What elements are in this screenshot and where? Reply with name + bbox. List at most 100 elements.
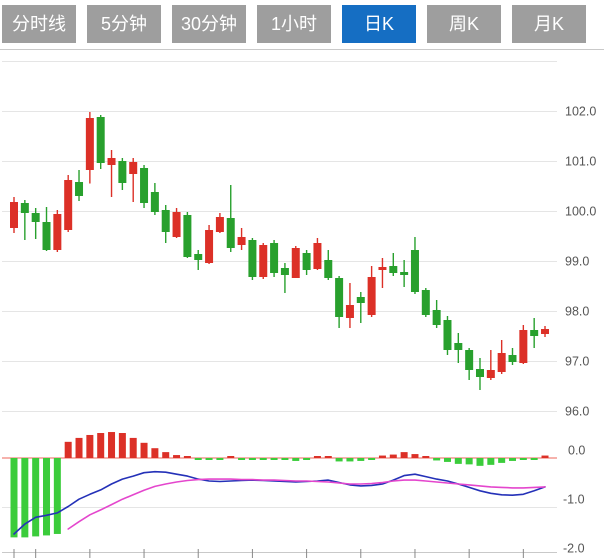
macd-bar	[281, 458, 289, 460]
macd-bar	[162, 452, 170, 458]
candle-body	[118, 161, 127, 183]
macd-bar	[519, 458, 527, 460]
candle-body	[465, 350, 474, 370]
macd-bar	[118, 433, 126, 458]
macd-bar	[422, 456, 430, 458]
macd-bar	[389, 454, 397, 458]
candle-body	[497, 353, 506, 372]
candle-body	[259, 245, 268, 277]
macd-bar	[270, 458, 278, 460]
candle-body	[400, 272, 409, 275]
macd-bar	[313, 456, 321, 458]
macd-bar	[53, 458, 61, 534]
macd-label: 0.0	[568, 444, 585, 458]
macd-bar	[292, 458, 300, 461]
macd-bar	[75, 437, 83, 458]
candle-body	[96, 117, 105, 163]
price-label: 97.0	[565, 355, 589, 369]
candle-body	[85, 118, 94, 170]
candle-body	[530, 330, 539, 336]
candle-body	[475, 369, 484, 377]
candle-body	[10, 202, 18, 228]
macd-bar	[454, 458, 462, 464]
macd-bar	[487, 458, 495, 465]
candle-body	[20, 203, 29, 213]
candle-body	[519, 330, 528, 363]
candle-body	[421, 290, 430, 315]
macd-bar	[368, 458, 376, 460]
macd-histogram	[10, 432, 549, 538]
dea-line	[67, 478, 546, 530]
candle-body	[183, 215, 192, 257]
macd-bar	[465, 458, 473, 465]
date-ticks	[13, 549, 524, 558]
macd-bar	[97, 433, 105, 458]
candle-body	[378, 267, 387, 270]
macd-bar	[346, 458, 354, 462]
macd-bar	[173, 455, 181, 458]
candle-body	[389, 266, 398, 273]
period-tab-7[interactable]: 月K	[512, 5, 586, 43]
period-tab-3[interactable]: 30分钟	[172, 5, 246, 43]
candle-body	[313, 243, 322, 269]
macd-bar	[10, 458, 18, 538]
candle-body	[432, 310, 441, 325]
period-tab-6[interactable]: 周K	[427, 5, 501, 43]
macd-bar	[32, 458, 40, 537]
macd-bar	[530, 458, 538, 460]
period-tab-4[interactable]: 1小时	[257, 5, 331, 43]
macd-bar	[86, 434, 94, 458]
candle-body	[291, 248, 300, 278]
candle-body	[541, 329, 550, 334]
candle-body	[345, 305, 354, 318]
candle-body	[486, 370, 495, 378]
price-gridlines	[2, 61, 557, 412]
candle-body	[454, 343, 463, 350]
macd-bar	[378, 455, 386, 458]
macd-bar	[129, 437, 137, 458]
macd-bar	[541, 455, 549, 458]
price-label: 102.0	[565, 105, 596, 119]
period-tab-5-active[interactable]: 日K	[342, 5, 416, 43]
candle-body	[42, 222, 51, 250]
macd-bar	[21, 458, 29, 538]
macd-axis-labels: 0.0 -1.0 -2.0	[563, 444, 585, 556]
macd-bar	[357, 458, 365, 461]
candle-body	[270, 243, 279, 273]
candle-body	[215, 217, 224, 232]
price-label: 98.0	[565, 305, 589, 319]
macd-bar	[324, 456, 332, 458]
candle-body	[140, 168, 149, 203]
macd-bar	[194, 458, 202, 460]
macd-bar	[509, 458, 517, 461]
macd-bar	[476, 458, 484, 466]
macd-bar	[433, 458, 441, 461]
period-tab-1[interactable]: 分时线	[2, 5, 76, 43]
macd-bar	[108, 432, 116, 458]
candle-body	[410, 250, 419, 292]
macd-bar	[64, 441, 72, 458]
macd-bar	[498, 458, 506, 463]
macd-bar	[43, 458, 51, 536]
price-label: 99.0	[565, 255, 589, 269]
candle-body	[248, 240, 257, 277]
candle-body	[508, 355, 517, 362]
candle-body	[324, 260, 333, 278]
candle-body	[194, 254, 203, 260]
candle-body	[443, 320, 452, 350]
macd-panel	[2, 457, 557, 553]
macd-bar	[259, 458, 267, 460]
period-tab-2[interactable]: 5分钟	[87, 5, 161, 43]
candle-body	[237, 237, 246, 245]
macd-bar	[238, 458, 246, 460]
price-label: 96.0	[565, 405, 589, 419]
candle-body	[172, 212, 181, 237]
macd-bar	[400, 452, 408, 458]
macd-bar	[140, 442, 148, 458]
macd-bar	[303, 458, 311, 460]
candle-body	[356, 297, 365, 303]
macd-bar	[248, 458, 256, 460]
price-label: 101.0	[565, 155, 596, 169]
candle-body	[367, 277, 376, 315]
